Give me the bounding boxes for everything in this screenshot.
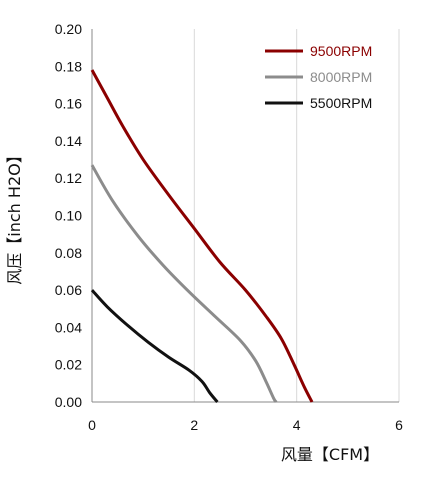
y-tick-label: 0.12 [55, 170, 82, 186]
legend: 9500RPM 8000RPM 5500RPM [265, 43, 372, 111]
legend-label: 8000RPM [310, 69, 372, 85]
legend-item: 9500RPM [265, 43, 372, 59]
axes-layer [91, 29, 399, 403]
x-tick-label: 2 [190, 417, 198, 433]
x-tick-label: 0 [88, 417, 96, 433]
y-tick-label: 0.16 [55, 96, 82, 112]
legend-item: 5500RPM [265, 95, 372, 111]
legend-label: 9500RPM [310, 43, 372, 59]
y-tick-label: 0.20 [55, 21, 82, 37]
series-line-5500rpm [90, 289, 219, 403]
y-tick-label: 0.08 [55, 245, 82, 261]
series-line-8000rpm [90, 164, 278, 403]
ticks-layer: 0.00 0.02 0.04 0.06 0.08 0.10 0.12 0.14 0.16 0.18… [55, 21, 403, 433]
y-tick-label: 0.06 [55, 282, 82, 298]
y-tick-label: 0.02 [55, 357, 82, 373]
x-axis-label: 风量【CFM】 [281, 445, 379, 464]
y-tick-label: 0.14 [55, 133, 82, 149]
series-layer [90, 69, 314, 403]
grid-layer [193, 29, 400, 402]
x-tick-label: 6 [395, 417, 403, 433]
x-tick-label: 4 [293, 417, 301, 433]
y-tick-label: 0.04 [55, 319, 82, 335]
series-line-9500rpm [90, 69, 314, 403]
legend-item: 8000RPM [265, 69, 372, 85]
y-tick-label: 0.00 [55, 394, 82, 410]
legend-label: 5500RPM [310, 95, 372, 111]
y-axis-label: 风压【inch H2O】 [5, 147, 24, 284]
y-tick-label: 0.10 [55, 208, 82, 224]
y-tick-label: 0.18 [55, 58, 82, 74]
